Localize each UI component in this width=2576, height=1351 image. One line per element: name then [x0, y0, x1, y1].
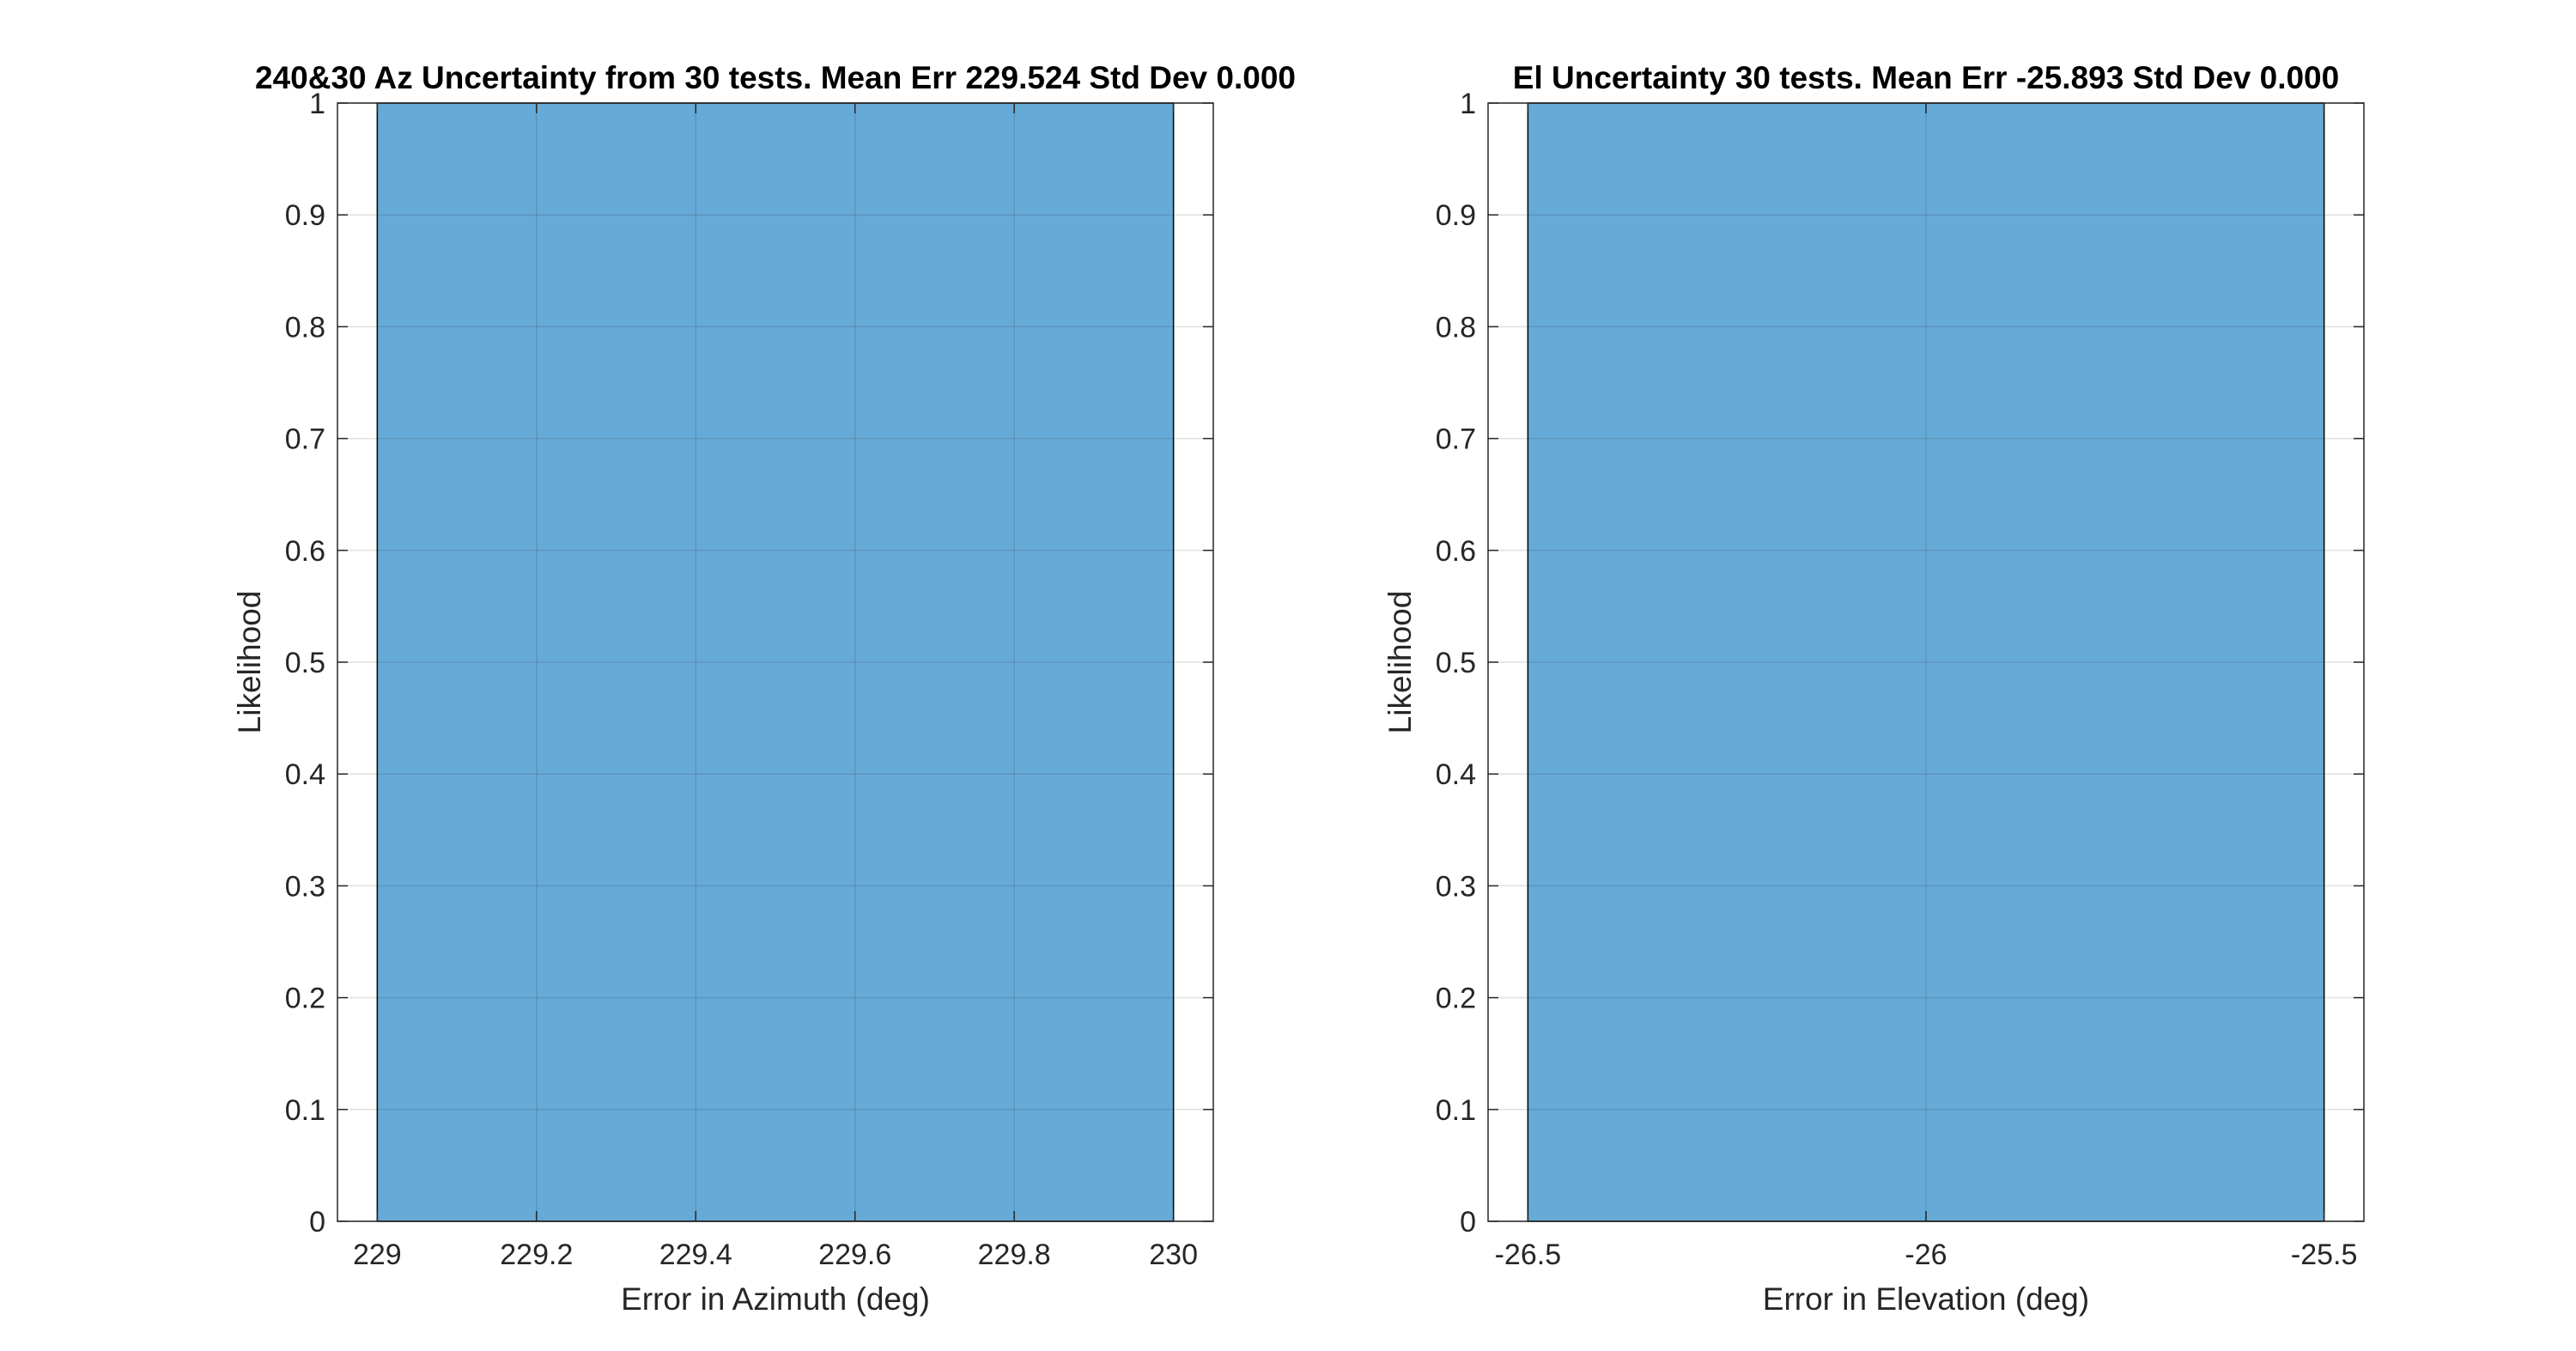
- chart-title: El Uncertainty 30 tests. Mean Err -25.89…: [1513, 60, 2339, 95]
- x-tick-label: 229.2: [500, 1238, 573, 1271]
- subplot-2: -26.5 -26 -25.5 0 0.1 0.2 0.3 0.4 0.5 0.6 0.7 0.8 0.…: [1382, 60, 2365, 1317]
- y-tick-label: 0.1: [285, 1094, 325, 1127]
- y-tick-label: 0.1: [1436, 1094, 1476, 1127]
- y-tick-label: 0.5: [285, 647, 325, 679]
- x-axis-label: Error in Elevation (deg): [1763, 1281, 2089, 1317]
- y-tick-label: 0.9: [1436, 199, 1476, 232]
- x-tick-label: 229: [353, 1238, 402, 1271]
- y-tick-label: 0.7: [285, 423, 325, 456]
- y-axis-label: Likelihood: [232, 591, 267, 734]
- y-tick-label: 0.8: [1436, 311, 1476, 344]
- y-tick-label: 1: [309, 88, 325, 120]
- y-tick-label: 0.3: [1436, 870, 1476, 903]
- y-axis-label: Likelihood: [1382, 591, 1418, 734]
- histogram-bar-1: [376, 102, 1175, 1222]
- subplot-1: 229 229.2 229.4 229.6 229.8 230 0 0.1 0.2 0.3 0.4 0…: [232, 60, 1296, 1317]
- y-tick-label: 0.2: [1436, 983, 1476, 1015]
- y-tick-label: 0.5: [1436, 647, 1476, 679]
- y-tick-label: 0: [309, 1206, 325, 1238]
- x-tick-label: 229.4: [659, 1238, 732, 1271]
- y-tick-label: 0.6: [1436, 535, 1476, 568]
- y-tick-label: 0.7: [1436, 423, 1476, 456]
- y-tick-label: 0.4: [1436, 758, 1476, 791]
- x-tick-label: -25.5: [2291, 1238, 2358, 1271]
- y-tick-label: 0.3: [285, 870, 325, 903]
- histogram-bar-1: [1527, 102, 2325, 1222]
- x-tick-label: 229.8: [978, 1238, 1051, 1271]
- y-tick-label: 0.2: [285, 983, 325, 1015]
- y-tick-label: 0.9: [285, 199, 325, 232]
- y-tick-label: 0.6: [285, 535, 325, 568]
- x-tick-label: -26.5: [1495, 1238, 1562, 1271]
- y-tick-label: 1: [1460, 88, 1476, 120]
- chart-title: 240&30 Az Uncertainty from 30 tests. Mea…: [255, 60, 1296, 95]
- y-tick-label: 0: [1460, 1206, 1476, 1238]
- x-axis-label: Error in Azimuth (deg): [621, 1281, 930, 1317]
- x-tick-label: 229.6: [818, 1238, 891, 1271]
- x-tick-label: -26: [1905, 1238, 1947, 1271]
- y-tick-label: 0.8: [285, 311, 325, 344]
- y-tick-label: 0.4: [285, 758, 325, 791]
- x-tick-label: 230: [1149, 1238, 1198, 1271]
